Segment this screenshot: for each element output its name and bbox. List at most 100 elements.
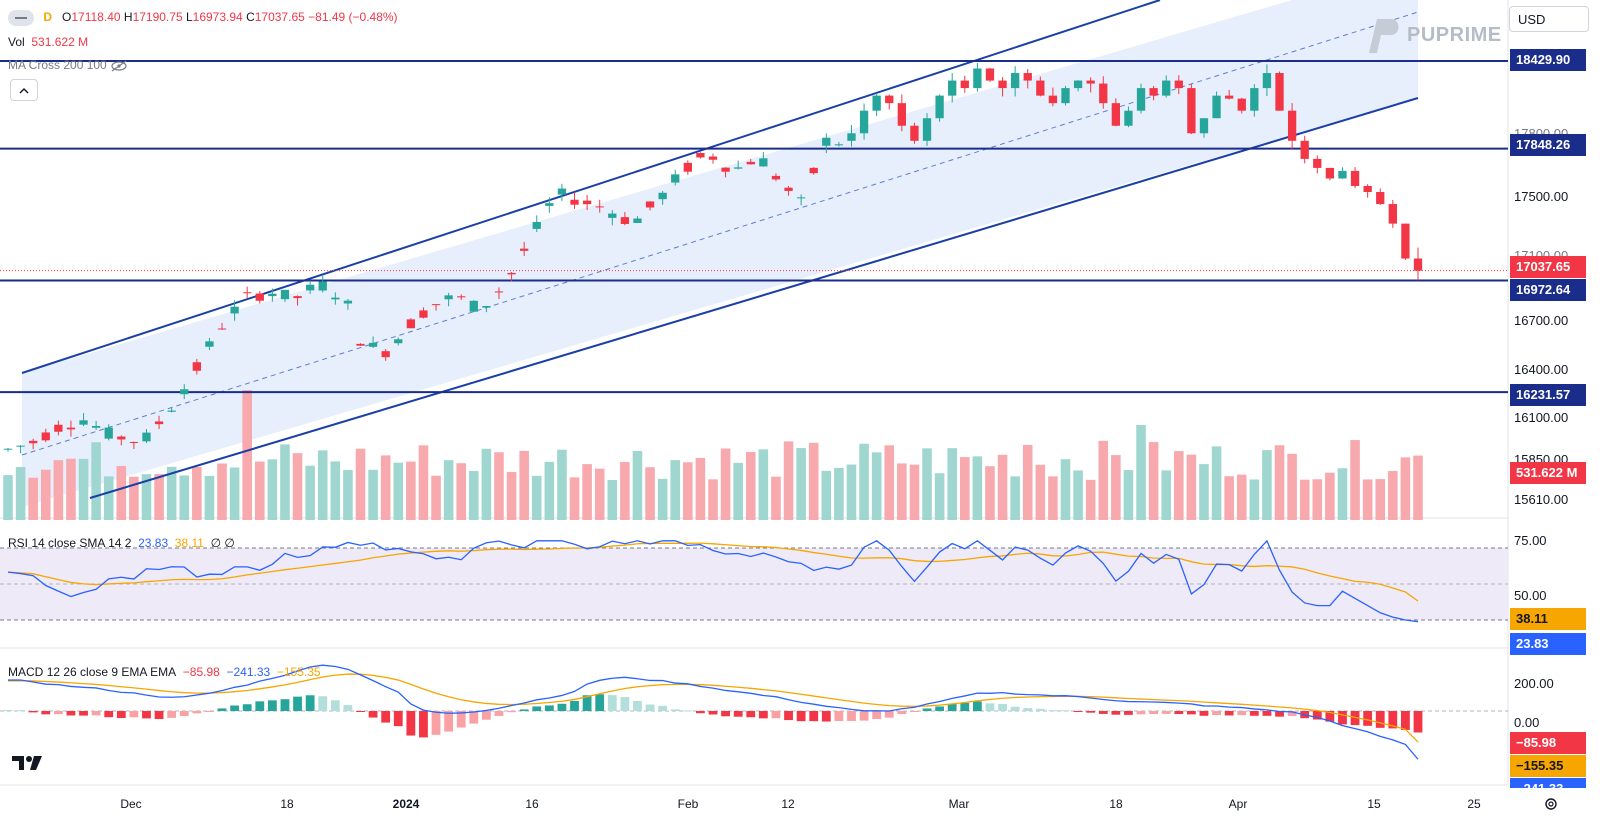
x-label: 16 xyxy=(525,797,539,811)
volume-bar xyxy=(758,449,769,520)
candle-body xyxy=(721,167,730,172)
candle-body xyxy=(897,103,906,126)
candle-body xyxy=(1174,80,1183,89)
macd-histogram-bar xyxy=(1048,710,1058,712)
volume-bar xyxy=(884,445,895,520)
candle-body xyxy=(645,201,655,208)
x-label: Mar xyxy=(948,797,970,811)
candle-body xyxy=(54,424,63,432)
volume-bar xyxy=(1085,479,1096,520)
x-label: 18 xyxy=(280,797,294,811)
macd-histogram-bar xyxy=(607,695,617,711)
volume-bar xyxy=(1350,440,1360,520)
level-tag-18429[interactable]: 18429.90 xyxy=(1510,49,1586,71)
broker-logo-icon xyxy=(1369,19,1399,53)
volume-bar xyxy=(1287,453,1297,520)
x-label: 12 xyxy=(781,797,795,811)
high-value: 17190.75 xyxy=(132,10,183,25)
last-price-tag: 17037.65 xyxy=(1510,256,1586,278)
volume-bar xyxy=(1035,464,1046,520)
candle-body xyxy=(1136,88,1146,111)
volume-tag: 531.622 M xyxy=(1510,462,1586,484)
collapse-legend-button[interactable] xyxy=(10,79,38,101)
volume-bar xyxy=(506,471,517,520)
candle-body xyxy=(494,291,504,293)
candle-body xyxy=(293,296,302,299)
macd-histogram-bar xyxy=(154,711,164,720)
gear-icon[interactable] xyxy=(1544,797,1558,814)
macd-histogram-bar xyxy=(205,711,214,712)
candle-body xyxy=(1313,158,1322,168)
symbol-toggle-icon[interactable] xyxy=(8,10,34,26)
volume-bar xyxy=(15,466,26,520)
ohlc-legend: D O17118.40 H17190.75 L16973.94 C17037.6… xyxy=(8,10,398,26)
macd-histogram-bar xyxy=(771,711,781,719)
volume-bar xyxy=(1224,476,1234,520)
candle-body xyxy=(1061,88,1070,104)
macd-tick: 0.00 xyxy=(1514,715,1540,730)
rsi-sma-tag: 38.11 xyxy=(1510,608,1586,630)
volume-bar xyxy=(783,441,794,520)
candle-body xyxy=(948,80,957,96)
volume-bar xyxy=(255,461,265,520)
candle-body xyxy=(1099,83,1108,104)
candle-body xyxy=(708,156,718,160)
macd-histogram-bar xyxy=(1199,711,1209,716)
candle-body xyxy=(419,310,428,318)
volume-bar xyxy=(972,456,983,520)
level-tag-16231[interactable]: 16231.57 xyxy=(1510,384,1586,406)
macd-legend[interactable]: MACD 12 26 close 9 EMA EMA −85.98 −241.3… xyxy=(8,665,321,679)
volume-bar xyxy=(897,463,907,520)
macd-histogram-bar xyxy=(582,695,592,711)
macd-signal-line xyxy=(7,673,1419,743)
volume-bar xyxy=(229,467,240,520)
macd-histogram-bar xyxy=(1262,711,1272,716)
macd-signal-value: −155.35 xyxy=(276,665,321,679)
macd-histogram-bar xyxy=(1149,711,1159,715)
level-tag-16972[interactable]: 16972.64 xyxy=(1510,279,1586,301)
macd-histogram-bar xyxy=(494,711,504,716)
x-label: Feb xyxy=(677,797,699,811)
volume-bar xyxy=(91,442,101,520)
macd-hist-tag: −85.98 xyxy=(1510,732,1586,754)
volume-bar xyxy=(1274,445,1285,520)
macd-histogram-bar xyxy=(1375,711,1385,728)
macd-histogram-bar xyxy=(318,696,328,711)
settings-gear-icon xyxy=(1545,798,1557,810)
currency-select[interactable]: USD xyxy=(1509,6,1589,32)
timeframe-label: D xyxy=(43,10,53,25)
volume-bar xyxy=(922,448,932,520)
macd-histogram-bar xyxy=(192,711,202,714)
volume-bar xyxy=(1186,454,1197,520)
level-tag-17848[interactable]: 17848.26 xyxy=(1510,134,1586,156)
macd-histogram-bar xyxy=(217,708,227,711)
volume-bar xyxy=(129,476,139,520)
volume-bar xyxy=(53,460,64,520)
ma-legend[interactable]: MA Cross 200 100 xyxy=(8,58,128,72)
macd-histogram-bar xyxy=(129,711,139,718)
channel-upper-line xyxy=(21,0,1161,374)
volume-bar xyxy=(1249,479,1260,520)
macd-histogram-bar xyxy=(1098,711,1108,714)
candle-body xyxy=(847,133,856,141)
macd-histogram-bar xyxy=(179,711,189,717)
rsi-legend[interactable]: RSI 14 close SMA 14 2 23.83 38.11 ∅ ∅ xyxy=(8,536,235,550)
macd-histogram-bar xyxy=(456,711,466,728)
volume-bar xyxy=(456,463,466,520)
macd-histogram-bar xyxy=(293,696,302,711)
volume-bar xyxy=(519,450,529,520)
volume-bar xyxy=(871,452,882,520)
candle-body xyxy=(142,432,151,442)
macd-histogram-bar xyxy=(381,711,391,723)
candle-body xyxy=(66,427,76,430)
tradingview-logo[interactable] xyxy=(12,754,44,775)
macd-histogram-bar xyxy=(633,701,642,711)
rsi-tick: 50.00 xyxy=(1514,588,1547,603)
macd-histogram-bar xyxy=(1325,711,1335,722)
volume-bar xyxy=(1312,479,1323,520)
eye-off-icon[interactable] xyxy=(110,60,128,72)
volume-bar xyxy=(670,460,681,520)
macd-histogram-bar xyxy=(847,711,856,721)
volume-bar xyxy=(116,465,127,520)
